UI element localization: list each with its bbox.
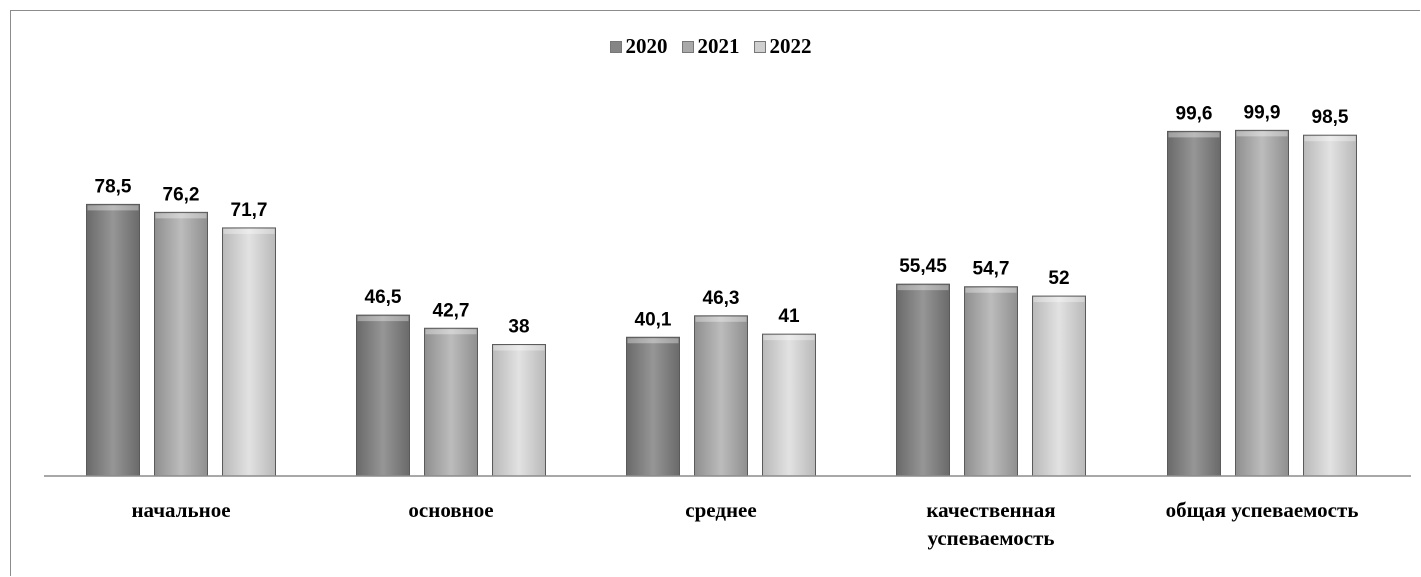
bar-2022-2 (762, 333, 816, 477)
data-label-2022-1: 38 (508, 317, 529, 338)
bar-cap-2020-0 (87, 205, 139, 211)
data-label-2020-0: 78,5 (95, 176, 132, 197)
bar-cap-2020-4 (1168, 132, 1220, 138)
bar-cap-2021-1 (425, 329, 477, 335)
category-label-3-line-0: качественная (926, 498, 1055, 522)
data-label-2021-4: 99,9 (1244, 102, 1281, 123)
legend-swatch-2022 (753, 40, 766, 53)
data-label-2021-0: 76,2 (163, 184, 200, 205)
bar-cap-2022-1 (493, 345, 545, 351)
bar-2020-2 (626, 336, 680, 477)
data-label-2020-3: 55,45 (899, 256, 947, 277)
data-label-2022-2: 41 (778, 306, 800, 327)
category-label-0: начальное (131, 498, 230, 522)
category-label-4: общая успеваемость (1166, 498, 1359, 522)
data-label-2021-3: 54,7 (973, 259, 1010, 280)
data-label-2022-3: 52 (1048, 268, 1069, 289)
legend-swatch-2021 (681, 40, 694, 53)
bar-2020-1 (356, 314, 410, 477)
data-label-2020-4: 99,6 (1176, 103, 1213, 124)
bar-2022-3 (1032, 295, 1086, 477)
bar-cap-2021-2 (695, 316, 747, 322)
bar-cap-2021-4 (1236, 131, 1288, 137)
data-label-2020-1: 46,5 (365, 287, 402, 308)
bar-2020-4 (1167, 130, 1221, 477)
bar-2021-1 (424, 327, 478, 477)
bar-cap-2020-1 (357, 316, 409, 322)
data-label-2021-2: 46,3 (703, 288, 740, 309)
bar-cap-2022-0 (223, 228, 275, 234)
legend-item-2020: 2020 (609, 34, 668, 59)
legend-label-2020: 2020 (625, 34, 668, 58)
bar-2022-4 (1303, 134, 1357, 477)
bar-cap-2022-4 (1304, 136, 1356, 142)
bar-2021-3 (964, 286, 1018, 477)
bar-2022-0 (222, 227, 276, 477)
bar-cap-2021-3 (965, 287, 1017, 293)
legend-label-2021: 2021 (697, 34, 740, 58)
data-label-2022-0: 71,7 (231, 200, 268, 221)
category-label-3-line-1: успеваемость (927, 526, 1054, 550)
bar-2021-4 (1235, 129, 1289, 477)
bar-2022-1 (492, 344, 546, 477)
bar-cap-2022-2 (763, 335, 815, 341)
data-label-2021-1: 42,7 (433, 300, 470, 321)
bar-cap-2022-3 (1033, 297, 1085, 303)
chart-frame (10, 10, 1420, 576)
bar-2021-0 (154, 211, 208, 477)
data-label-2022-4: 98,5 (1312, 107, 1349, 128)
bar-2020-0 (86, 203, 140, 477)
category-label-1: основное (408, 498, 493, 522)
bar-cap-2020-2 (627, 338, 679, 344)
legend-item-2022: 2022 (753, 34, 812, 59)
bar-cap-2020-3 (897, 285, 949, 291)
legend-item-2021: 2021 (681, 34, 740, 59)
legend-label-2022: 2022 (769, 34, 812, 58)
bar-cap-2021-0 (155, 213, 207, 219)
legend-swatch-2020 (609, 40, 622, 53)
bar-2020-3 (896, 283, 950, 477)
legend: 2020 2021 2022 (0, 34, 1421, 59)
data-label-2020-2: 40,1 (635, 309, 672, 330)
bar-2021-2 (694, 315, 748, 477)
category-label-2: среднее (685, 498, 756, 522)
